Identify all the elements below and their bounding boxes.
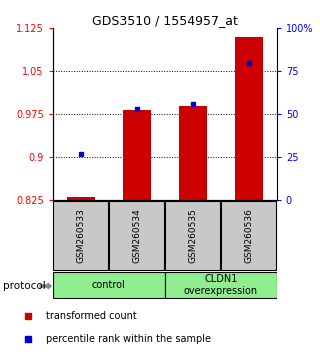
FancyBboxPatch shape	[53, 272, 165, 298]
Title: GDS3510 / 1554957_at: GDS3510 / 1554957_at	[92, 14, 238, 27]
Text: GSM260533: GSM260533	[76, 208, 85, 263]
Bar	[179, 105, 207, 200]
Text: CLDN1
overexpression: CLDN1 overexpression	[184, 274, 258, 296]
FancyBboxPatch shape	[165, 272, 277, 298]
Bar	[123, 110, 151, 200]
FancyBboxPatch shape	[53, 201, 108, 270]
Text: protocol: protocol	[3, 281, 46, 291]
Bar	[67, 197, 95, 200]
Text: transformed count: transformed count	[46, 311, 137, 321]
Text: GSM260536: GSM260536	[244, 208, 253, 263]
Text: GSM260535: GSM260535	[188, 208, 197, 263]
Text: GSM260534: GSM260534	[132, 208, 141, 263]
Bar	[235, 37, 263, 200]
Text: percentile rank within the sample: percentile rank within the sample	[46, 334, 211, 344]
FancyBboxPatch shape	[109, 201, 164, 270]
FancyBboxPatch shape	[221, 201, 276, 270]
Text: control: control	[92, 280, 126, 290]
FancyBboxPatch shape	[165, 201, 220, 270]
